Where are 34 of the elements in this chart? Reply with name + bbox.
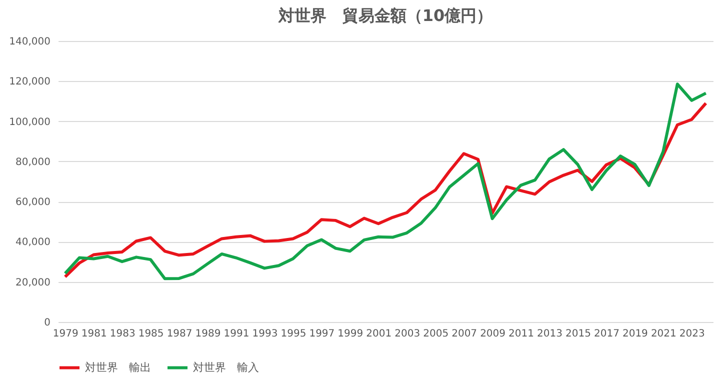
x-tick-label: 1985	[138, 328, 164, 340]
x-tick-label: 1989	[195, 328, 221, 340]
legend-label: 対世界 輸出	[85, 360, 151, 374]
x-tick-label: 2003	[394, 328, 420, 340]
x-tick-label: 1997	[309, 328, 335, 340]
x-tick-label: 2019	[622, 328, 648, 340]
y-tick-label: 60,000	[16, 197, 50, 208]
x-tick-label: 1991	[224, 328, 250, 340]
x-tick-label: 2017	[594, 328, 620, 340]
x-tick-label: 1987	[166, 328, 192, 340]
x-tick-label: 2021	[650, 328, 676, 340]
legend-label: 対世界 輸入	[193, 360, 259, 374]
x-tick-label: 1981	[81, 328, 107, 340]
x-tick-label: 2023	[679, 328, 705, 340]
x-tick-label: 2009	[480, 328, 506, 340]
y-tick-label: 40,000	[16, 237, 50, 248]
x-tick-label: 2013	[537, 328, 562, 340]
x-tick-label: 1995	[280, 328, 306, 340]
chart-title: 対世界 貿易金額（10億円）	[277, 6, 493, 25]
x-tick-label: 2001	[366, 328, 392, 340]
x-tick-label: 2007	[452, 328, 478, 340]
y-tick-label: 100,000	[9, 116, 50, 128]
y-tick-label: 20,000	[16, 277, 50, 288]
x-tick-label: 1999	[338, 328, 364, 340]
x-tick-label: 2005	[423, 328, 449, 340]
x-tick-label: 1993	[252, 328, 278, 340]
x-tick-label: 1979	[52, 328, 78, 340]
x-tick-label: 2011	[508, 328, 534, 340]
y-tick-label: 120,000	[9, 76, 50, 88]
x-tick-label: 1983	[110, 328, 136, 340]
y-tick-label: 80,000	[16, 156, 50, 168]
y-tick-label: 0	[44, 318, 50, 328]
x-tick-label: 2015	[566, 328, 591, 340]
y-tick-label: 140,000	[9, 36, 50, 48]
